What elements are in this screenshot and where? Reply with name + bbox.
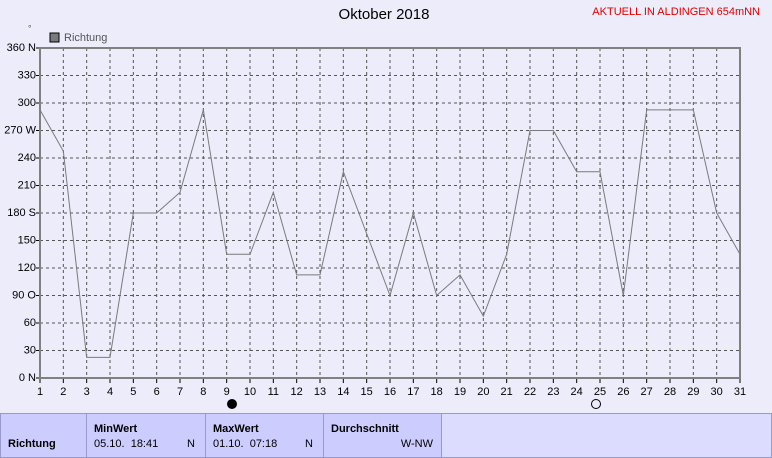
y-tick-label: 270 W bbox=[4, 124, 36, 136]
x-tick-label: 25 bbox=[594, 386, 606, 398]
x-tick-label: 30 bbox=[711, 386, 723, 398]
x-tick-label: 24 bbox=[571, 386, 583, 398]
x-tick-label: 18 bbox=[431, 386, 443, 398]
x-tick-label: 29 bbox=[687, 386, 699, 398]
x-tick-label: 15 bbox=[361, 386, 373, 398]
chart-title: Oktober 2018 bbox=[339, 6, 430, 23]
x-tick-label: 26 bbox=[617, 386, 629, 398]
y-tick-label: 90 O bbox=[12, 289, 36, 301]
y-tick-label: 300 bbox=[18, 97, 36, 109]
plot-frame bbox=[39, 47, 741, 379]
min-cell: MinWert 05.10. 18:41 N bbox=[86, 413, 206, 458]
x-tick-label: 17 bbox=[407, 386, 419, 398]
y-tick-label: 210 bbox=[18, 179, 36, 191]
avg-header: Durchschnitt bbox=[331, 423, 399, 435]
min-header: MinWert bbox=[94, 423, 138, 435]
max-time: 01.10. 07:18 bbox=[213, 438, 278, 450]
x-tick-label: 4 bbox=[107, 386, 113, 398]
data-line bbox=[39, 109, 741, 358]
legend-label: Richtung bbox=[64, 32, 107, 44]
row-label: Richtung bbox=[8, 438, 56, 450]
unit-label: ° bbox=[28, 23, 32, 33]
x-tick-label: 14 bbox=[337, 386, 349, 398]
y-tick-label: 30 bbox=[24, 344, 36, 356]
y-tick-label: 60 bbox=[24, 317, 36, 329]
x-tick-label: 31 bbox=[734, 386, 746, 398]
min-dir: N bbox=[187, 438, 195, 450]
x-tick-label: 2 bbox=[60, 386, 66, 398]
chart: Oktober 2018 AKTUELL IN ALDINGEN 654mNN … bbox=[4, 6, 760, 409]
x-tick-label: 1 bbox=[37, 386, 43, 398]
x-tick-label: 5 bbox=[130, 386, 136, 398]
x-tick-label: 19 bbox=[454, 386, 466, 398]
x-tick-label: 9 bbox=[224, 386, 230, 398]
x-tick-label: 13 bbox=[314, 386, 326, 398]
x-tick-label: 7 bbox=[177, 386, 183, 398]
x-tick-label: 20 bbox=[477, 386, 489, 398]
full-moon-icon bbox=[591, 399, 601, 409]
y-tick-label: 150 bbox=[18, 234, 36, 246]
row-label-cell: Richtung bbox=[0, 413, 87, 458]
legend-swatch bbox=[49, 32, 60, 43]
x-tick-label: 27 bbox=[641, 386, 653, 398]
y-tick-label: 0 N bbox=[19, 372, 36, 384]
x-tick-label: 8 bbox=[200, 386, 206, 398]
y-tick-label: 360 N bbox=[7, 42, 36, 54]
min-time: 05.10. 18:41 bbox=[94, 438, 159, 450]
x-tick-label: 10 bbox=[244, 386, 256, 398]
y-tick-label: 330 bbox=[18, 69, 36, 81]
x-tick-label: 11 bbox=[268, 386, 279, 398]
stats-table: Richtung MinWert 05.10. 18:41 N MaxWert … bbox=[0, 413, 772, 458]
x-tick-label: 16 bbox=[384, 386, 396, 398]
avg-cell: Durchschnitt W-NW bbox=[323, 413, 442, 458]
x-tick-label: 28 bbox=[664, 386, 676, 398]
new-moon-icon bbox=[227, 399, 237, 409]
x-tick-label: 21 bbox=[501, 386, 513, 398]
max-cell: MaxWert 01.10. 07:18 N bbox=[205, 413, 324, 458]
x-tick-label: 23 bbox=[547, 386, 559, 398]
location-note: AKTUELL IN ALDINGEN 654mNN bbox=[592, 6, 760, 18]
x-tick-label: 22 bbox=[524, 386, 536, 398]
y-tick-label: 180 S bbox=[7, 207, 36, 219]
x-tick-label: 3 bbox=[84, 386, 90, 398]
x-tick-label: 6 bbox=[154, 386, 160, 398]
avg-dir: W-NW bbox=[400, 438, 433, 450]
x-tick-label: 12 bbox=[291, 386, 303, 398]
y-tick-label: 240 bbox=[18, 152, 36, 164]
max-header: MaxWert bbox=[213, 423, 259, 435]
y-tick-label: 120 bbox=[18, 262, 36, 274]
empty-cell bbox=[441, 413, 772, 458]
max-dir: N bbox=[305, 438, 313, 450]
